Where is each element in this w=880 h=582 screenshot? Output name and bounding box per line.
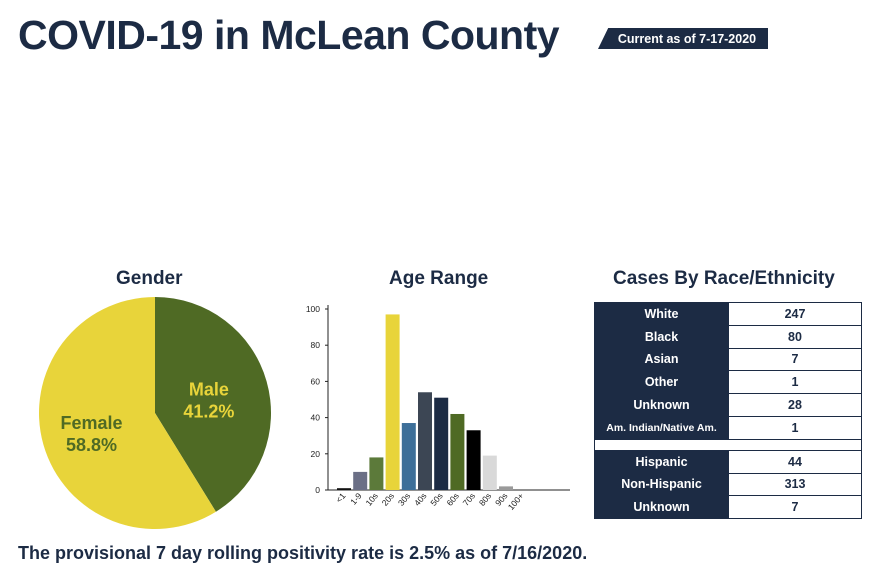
race-label: White (594, 302, 729, 326)
card-label: Home Isolation (719, 99, 856, 120)
card-value: 364 (29, 138, 155, 226)
age-range-bar-chart: 0 20 40 60 80 100 <1 1-9 10s 20s 30s 40s 50s 60s 70s 80… (296, 296, 578, 527)
table-row: Other 1 (594, 370, 862, 395)
y-tick-label: 100 (306, 304, 320, 314)
pie-slice-male (155, 297, 271, 512)
card-label: Hospitalized (557, 99, 670, 120)
table-row: Black 80 (594, 324, 862, 349)
bar-30s (401, 423, 416, 490)
pie-value-female: 58.8% (66, 435, 117, 455)
gender-pie-chart: Male 41.2% Female 58.8% (38, 296, 272, 535)
race-value: 7 (728, 347, 862, 372)
bar-1-9 (353, 471, 368, 490)
bar-90s (499, 486, 513, 490)
race-label: Other (594, 370, 729, 395)
y-tick-label: 80 (311, 340, 321, 350)
table-row: Am. Indian/Native Am. 1 (594, 415, 862, 440)
x-tick-label: 60s (444, 491, 460, 508)
table-row: Asian 7 (594, 347, 862, 372)
race-value: 247 (728, 302, 862, 326)
race-value: 1 (728, 415, 862, 440)
card-value: 288 (377, 138, 503, 226)
y-tick-label: 60 (311, 376, 321, 386)
race-label: Asian (594, 347, 729, 372)
table-row: Unknown 28 (594, 393, 862, 417)
page-title: COVID-19 in McLean County (18, 12, 560, 58)
x-tick-label: 20s (380, 491, 396, 508)
ethnicity-value: 313 (728, 472, 862, 497)
card-label: Recovered (390, 99, 489, 120)
y-tick-label: 20 (311, 449, 321, 459)
race-label: Unknown (594, 393, 729, 417)
card-value: 15 (224, 138, 309, 226)
bar-<1 (337, 488, 351, 490)
x-tick-label: 1-9 (348, 491, 364, 507)
x-tick-label: 40s (412, 491, 428, 508)
x-tick-label: 10s (363, 491, 379, 508)
race-value: 28 (728, 393, 862, 417)
gender-title: Gender (116, 268, 183, 289)
pie-label-female: Female (60, 413, 122, 433)
x-tick-label: 50s (428, 491, 444, 508)
race-title: Cases By Race/Ethnicity (613, 268, 835, 289)
card-value: 59 (746, 138, 831, 226)
card-deaths: Deaths 15 (192, 78, 339, 239)
table-row: Non-Hispanic 313 (594, 472, 862, 497)
race-value: 80 (728, 324, 862, 349)
card-label: Deaths (233, 99, 298, 120)
card-home-isolation: Home Isolation 59 (714, 78, 861, 239)
pie-slice-female (39, 297, 216, 529)
ethnicity-value: 7 (728, 495, 862, 520)
bar-40s (418, 392, 432, 490)
table-row: Unknown 7 (594, 495, 862, 520)
card-label: Confirmed Cases (44, 88, 139, 131)
table-divider (594, 438, 862, 451)
as-of-badge: Current as of 7-17-2020 (598, 28, 768, 49)
card-confirmed-cases: Confirmed Cases 364 (18, 78, 165, 239)
table-row: White 247 (594, 302, 862, 326)
bar-60s (450, 413, 465, 490)
card-hospitalized: Hospitalized 2 (540, 78, 687, 239)
x-tick-label: 30s (396, 491, 412, 508)
y-tick-label: 40 (311, 413, 321, 423)
pie-value-male: 41.2% (183, 402, 234, 422)
bar-80s (482, 455, 497, 490)
y-tick-label: 0 (315, 485, 320, 495)
positivity-rate-note: The provisional 7 day rolling positivity… (18, 543, 588, 563)
x-tick-label: 80s (477, 491, 493, 508)
age-range-title: Age Range (389, 268, 489, 289)
race-label: Black (594, 324, 729, 349)
race-value: 1 (728, 370, 862, 395)
bar-10s (369, 457, 384, 490)
race-label: Am. Indian/Native Am. (594, 415, 729, 440)
bar-50s (434, 397, 449, 490)
bar-70s (466, 430, 481, 490)
card-recovered: Recovered 288 (366, 78, 513, 239)
ethnicity-label: Unknown (594, 495, 729, 520)
pie-label-male: Male (189, 380, 229, 400)
ethnicity-value: 44 (728, 449, 862, 474)
ethnicity-label: Non-Hispanic (594, 472, 729, 497)
x-tick-label: 70s (461, 491, 477, 508)
x-tick-label: <1 (334, 491, 348, 505)
table-row: Hispanic 44 (594, 449, 862, 474)
race-ethnicity-table: White 247 Black 80 Asian 7 Other 1 Unknown 28… (594, 302, 862, 520)
card-value: 2 (592, 138, 636, 226)
x-tick-label: 100+ (506, 491, 526, 512)
ethnicity-label: Hispanic (594, 449, 729, 474)
bar-20s (385, 314, 400, 490)
